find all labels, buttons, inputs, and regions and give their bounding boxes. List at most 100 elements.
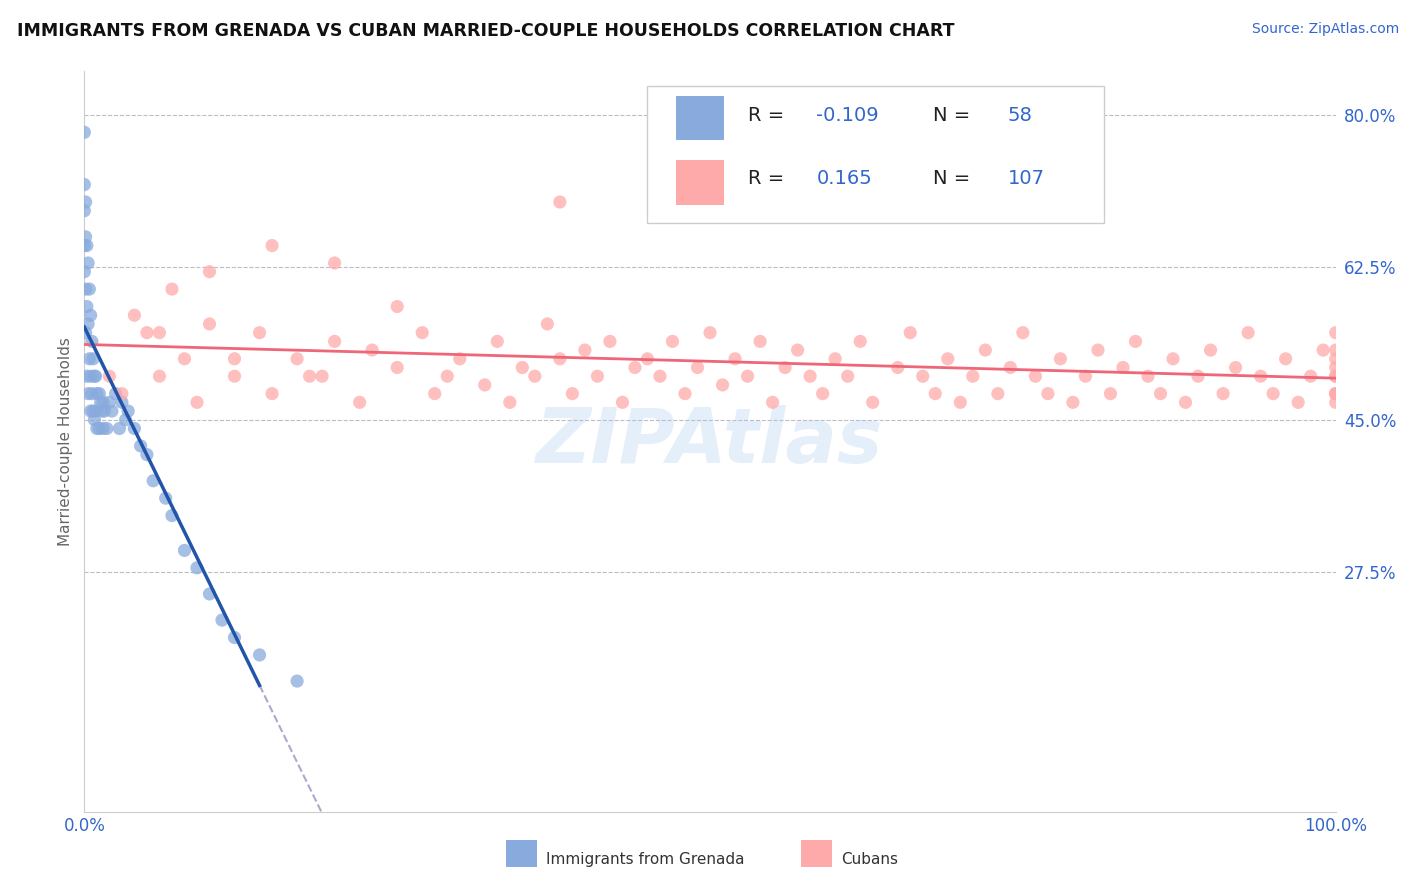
Point — [77, 386, 100, 401]
Point — [1000, 360, 1022, 375]
Point — [536, 317, 558, 331]
Point — [79, 282, 101, 296]
Point — [262, 238, 284, 252]
Point — [83, 369, 105, 384]
Point — [512, 360, 534, 375]
Point — [1324, 343, 1347, 357]
Point — [148, 326, 170, 340]
Point — [499, 395, 522, 409]
Point — [599, 334, 621, 349]
Point — [1286, 395, 1309, 409]
Point — [136, 326, 159, 340]
Point — [1099, 386, 1122, 401]
Point — [987, 386, 1010, 401]
Point — [124, 308, 146, 322]
Point — [737, 369, 759, 384]
Bar — [676, 161, 724, 204]
Bar — [676, 95, 724, 140]
Point — [349, 395, 371, 409]
Point — [423, 386, 446, 401]
Text: 107: 107 — [1008, 169, 1045, 188]
Point — [637, 351, 659, 366]
Point — [811, 386, 834, 401]
Point — [211, 613, 233, 627]
Point — [155, 491, 177, 505]
Point — [224, 351, 246, 366]
Text: 0.165: 0.165 — [817, 169, 872, 188]
Point — [84, 404, 107, 418]
Point — [80, 386, 103, 401]
Point — [962, 369, 984, 384]
Text: N =: N = — [932, 106, 976, 125]
Text: 58: 58 — [1008, 106, 1033, 125]
Point — [82, 351, 104, 366]
Point — [77, 317, 100, 331]
Point — [924, 386, 946, 401]
Point — [936, 351, 959, 366]
Point — [262, 386, 284, 401]
Point — [114, 413, 136, 427]
Point — [862, 395, 884, 409]
Point — [198, 317, 221, 331]
Point — [749, 334, 772, 349]
Point — [773, 360, 796, 375]
Point — [86, 386, 108, 401]
Text: Immigrants from Grenada: Immigrants from Grenada — [546, 853, 744, 867]
Point — [323, 256, 346, 270]
Point — [1324, 326, 1347, 340]
Point — [90, 404, 112, 418]
Point — [117, 404, 139, 418]
Point — [449, 351, 471, 366]
Point — [699, 326, 721, 340]
Point — [974, 343, 997, 357]
Point — [91, 395, 114, 409]
Point — [1024, 369, 1046, 384]
Point — [285, 351, 308, 366]
Text: Cubans: Cubans — [841, 853, 898, 867]
Point — [436, 369, 458, 384]
Point — [93, 404, 115, 418]
Point — [1136, 369, 1159, 384]
Point — [79, 308, 101, 322]
Point — [661, 334, 683, 349]
Point — [84, 369, 107, 384]
Point — [104, 386, 127, 401]
Point — [1250, 369, 1272, 384]
Point — [285, 674, 308, 689]
Point — [82, 404, 104, 418]
Point — [298, 369, 321, 384]
Point — [799, 369, 821, 384]
Point — [124, 421, 146, 435]
Point — [86, 421, 108, 435]
Point — [89, 386, 111, 401]
Point — [90, 395, 112, 409]
Point — [1324, 369, 1347, 384]
Point — [824, 351, 846, 366]
Point — [198, 265, 221, 279]
Point — [186, 561, 208, 575]
Point — [385, 360, 409, 375]
Text: R =: R = — [748, 169, 790, 188]
Point — [1125, 334, 1147, 349]
Point — [887, 360, 910, 375]
Point — [249, 326, 271, 340]
Point — [91, 421, 114, 435]
Point — [1074, 369, 1097, 384]
Text: -0.109: -0.109 — [817, 106, 879, 125]
Point — [686, 360, 709, 375]
Text: Source: ZipAtlas.com: Source: ZipAtlas.com — [1251, 22, 1399, 37]
Point — [249, 648, 271, 662]
Point — [129, 439, 152, 453]
Point — [1324, 351, 1347, 366]
Point — [624, 360, 647, 375]
Point — [224, 631, 246, 645]
Point — [73, 265, 96, 279]
Point — [1212, 386, 1234, 401]
Point — [79, 351, 101, 366]
Point — [1324, 386, 1347, 401]
Point — [523, 369, 546, 384]
Point — [75, 194, 97, 209]
Text: N =: N = — [932, 169, 976, 188]
Point — [911, 369, 934, 384]
Point — [79, 404, 101, 418]
